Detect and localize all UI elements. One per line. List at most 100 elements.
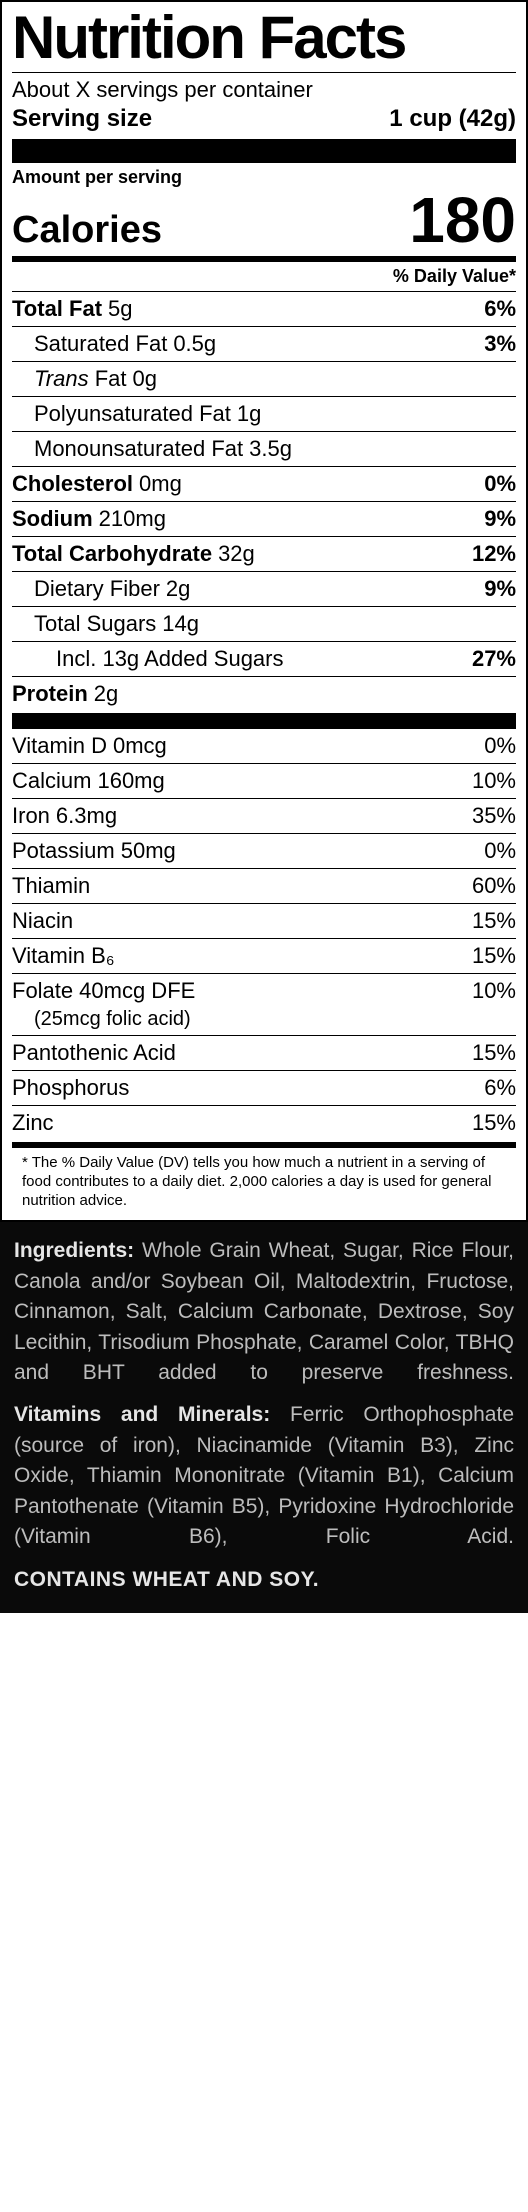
nutrient-pct: 9% xyxy=(484,506,516,532)
vitamin-row: Vitamin D0mcg 0% xyxy=(12,729,516,763)
nutrient-row: Total Fat5g 6% xyxy=(12,291,516,326)
vitamin-amount: 160mg xyxy=(97,768,164,794)
nutrients-bottom-section: Vitamin D0mcg 0% Calcium160mg 10% Iron6.3mg 3… xyxy=(12,729,516,1140)
nutrient-row: Sodium210mg 9% xyxy=(12,501,516,536)
vitamin-row: Vitamin B₆ 15% xyxy=(12,938,516,973)
vitamin-row: Phosphorus 6% xyxy=(12,1070,516,1105)
nutrient-name: Total Fat xyxy=(12,296,102,322)
nutrient-row: Trans Fat0g xyxy=(12,361,516,396)
nutrient-amount: 210mg xyxy=(99,506,166,532)
dv-footnote: * The % Daily Value (DV) tells you how m… xyxy=(12,1148,516,1214)
nutrient-amount: 1g xyxy=(237,401,261,427)
vitamin-pct: 10% xyxy=(472,978,516,1004)
nutrient-name: Total Sugars xyxy=(34,611,156,637)
vitamin-row: Thiamin 60% xyxy=(12,868,516,903)
vitamin-name: Niacin xyxy=(12,908,73,934)
vitamin-amount: 50mg xyxy=(121,838,176,864)
nutrient-pct: 27% xyxy=(472,646,516,672)
nutrient-amount: 3.5g xyxy=(249,436,292,462)
calories-value: 180 xyxy=(409,188,516,252)
vitamin-pct: 15% xyxy=(472,1040,516,1066)
ingredients-lead: Ingredients: xyxy=(14,1239,134,1262)
nutrient-name: Trans Fat xyxy=(34,366,127,392)
nutrient-row: Polyunsaturated Fat1g xyxy=(12,396,516,431)
vitamin-amount: 0mcg xyxy=(113,733,167,759)
vitamin-row: Pantothenic Acid 15% xyxy=(12,1035,516,1070)
vitamin-name: Vitamin B₆ xyxy=(12,943,115,969)
vitamin-name: Potassium xyxy=(12,838,115,864)
nutrient-row: Cholesterol0mg 0% xyxy=(12,466,516,501)
vitamin-row: Zinc 15% xyxy=(12,1105,516,1140)
vitamin-subline: (25mcg folic acid) xyxy=(12,1008,516,1035)
vitamin-name: Vitamin D xyxy=(12,733,107,759)
nutrient-name: Monounsaturated Fat xyxy=(34,436,243,462)
nutrients-top-section: Total Fat5g 6% Saturated Fat0.5g 3% Trans Fa… xyxy=(12,291,516,711)
vitamin-row: Folate40mcg DFE 10% xyxy=(12,973,516,1008)
nutrient-name: Cholesterol xyxy=(12,471,133,497)
nutrient-pct: 3% xyxy=(484,331,516,357)
nutrient-amount: 0mg xyxy=(139,471,182,497)
serving-size-label: Serving size xyxy=(12,105,152,133)
vitamin-pct: 35% xyxy=(472,803,516,829)
nutrient-name: Protein xyxy=(12,681,88,707)
ingredients-block: Ingredients: Whole Grain Wheat, Sugar, R… xyxy=(0,1222,528,1613)
nutrient-row: Incl. 13g Added Sugars 27% xyxy=(12,641,516,676)
nutrient-name: Dietary Fiber xyxy=(34,576,160,602)
nutrient-name: Incl. 13g Added Sugars xyxy=(56,646,284,672)
vitamin-pct: 0% xyxy=(484,838,516,864)
vitamin-row: Potassium50mg 0% xyxy=(12,833,516,868)
nutrient-row: Total Carbohydrate32g 12% xyxy=(12,536,516,571)
vitamin-row: Niacin 15% xyxy=(12,903,516,938)
nutrient-row: Saturated Fat0.5g 3% xyxy=(12,326,516,361)
nutrition-facts-panel: Nutrition Facts About X servings per con… xyxy=(0,0,528,1222)
nutrient-amount: 2g xyxy=(166,576,190,602)
allergen-statement: CONTAINS WHEAT AND SOY. xyxy=(14,1565,514,1595)
vitamin-name: Folate xyxy=(12,978,73,1004)
vitamin-pct: 10% xyxy=(472,768,516,794)
nutrient-pct: 0% xyxy=(484,471,516,497)
nutrient-name: Saturated Fat xyxy=(34,331,167,357)
nutrient-amount: 32g xyxy=(218,541,255,567)
vitamin-name: Iron xyxy=(12,803,50,829)
vitamins-lead: Vitamins and Minerals: xyxy=(14,1403,270,1426)
nutrient-row: Total Sugars14g xyxy=(12,606,516,641)
vitamin-pct: 0% xyxy=(484,733,516,759)
nutrient-amount: 0g xyxy=(133,366,157,392)
vitamin-pct: 6% xyxy=(484,1075,516,1101)
vitamin-row: Iron6.3mg 35% xyxy=(12,798,516,833)
vitamin-name: Thiamin xyxy=(12,873,90,899)
nutrient-name: Total Carbohydrate xyxy=(12,541,212,567)
nutrient-row: Monounsaturated Fat3.5g xyxy=(12,431,516,466)
calories-label: Calories xyxy=(12,209,162,252)
nutrient-amount: 2g xyxy=(94,681,118,707)
vitamin-row: Calcium160mg 10% xyxy=(12,763,516,798)
vitamin-name: Pantothenic Acid xyxy=(12,1040,176,1066)
vitamin-pct: 15% xyxy=(472,943,516,969)
calories-row: Calories 180 xyxy=(12,188,516,256)
nutrient-amount: 5g xyxy=(108,296,132,322)
nutrient-row: Dietary Fiber2g 9% xyxy=(12,571,516,606)
vitamins-paragraph: Vitamins and Minerals: Ferric Orthophosp… xyxy=(14,1400,514,1552)
serving-size-row: Serving size 1 cup (42g) xyxy=(12,103,516,139)
serving-size-value: 1 cup (42g) xyxy=(389,105,516,133)
vitamin-name: Calcium xyxy=(12,768,91,794)
vitamin-pct: 15% xyxy=(472,1110,516,1136)
nutrient-pct: 12% xyxy=(472,541,516,567)
nutrient-name: Sodium xyxy=(12,506,93,532)
nutrient-pct: 9% xyxy=(484,576,516,602)
vitamin-pct: 15% xyxy=(472,908,516,934)
vitamin-name: Phosphorus xyxy=(12,1075,129,1101)
servings-per-container: About X servings per container xyxy=(12,73,516,103)
nutrient-row: Protein2g xyxy=(12,676,516,711)
nfp-title: Nutrition Facts xyxy=(12,6,516,72)
nutrient-amount: 0.5g xyxy=(173,331,216,357)
nutrient-name: Polyunsaturated Fat xyxy=(34,401,231,427)
ingredients-paragraph: Ingredients: Whole Grain Wheat, Sugar, R… xyxy=(14,1236,514,1388)
vitamin-amount: 6.3mg xyxy=(56,803,117,829)
vitamin-amount: 40mcg DFE xyxy=(79,978,195,1004)
vitamin-name: Zinc xyxy=(12,1110,54,1136)
daily-value-header: % Daily Value* xyxy=(12,262,516,291)
vitamin-pct: 60% xyxy=(472,873,516,899)
nutrient-pct: 6% xyxy=(484,296,516,322)
nutrient-amount: 14g xyxy=(162,611,199,637)
